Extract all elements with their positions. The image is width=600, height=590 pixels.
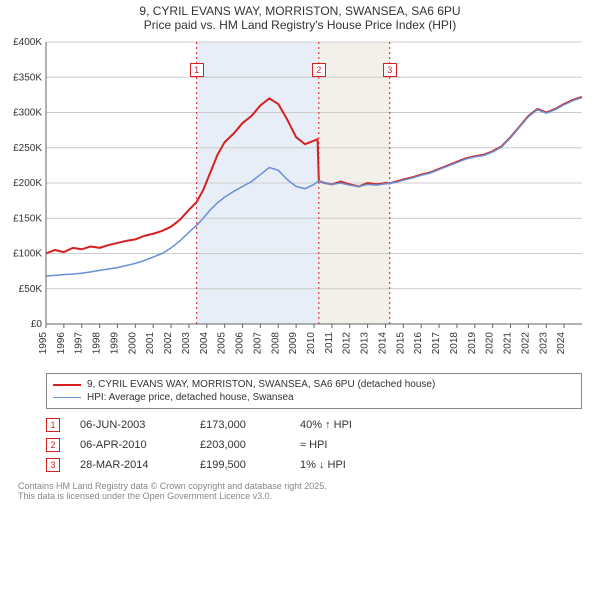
event-hpi: 40% ↑ HPI xyxy=(300,419,390,431)
svg-text:2017: 2017 xyxy=(431,332,442,355)
svg-text:2010: 2010 xyxy=(306,332,317,355)
svg-text:2001: 2001 xyxy=(145,332,156,355)
event-hpi: 1% ↓ HPI xyxy=(300,459,390,471)
event-date: 06-APR-2010 xyxy=(80,439,180,451)
svg-text:2016: 2016 xyxy=(413,332,424,355)
svg-text:£400K: £400K xyxy=(13,37,42,48)
legend-row-1: HPI: Average price, detached house, Swan… xyxy=(53,391,575,404)
legend-swatch xyxy=(53,384,81,386)
event-price: £173,000 xyxy=(200,419,280,431)
svg-text:2011: 2011 xyxy=(324,332,335,354)
event-date: 06-JUN-2003 xyxy=(80,419,180,431)
svg-text:2006: 2006 xyxy=(235,332,246,355)
svg-text:1997: 1997 xyxy=(74,332,85,355)
event-price: £199,500 xyxy=(200,459,280,471)
svg-text:£250K: £250K xyxy=(13,143,42,154)
legend-swatch xyxy=(53,397,81,399)
svg-text:2024: 2024 xyxy=(556,332,567,355)
title-line-1: 9, CYRIL EVANS WAY, MORRISTON, SWANSEA, … xyxy=(0,4,600,18)
svg-text:£150K: £150K xyxy=(13,213,42,224)
title-line-2: Price paid vs. HM Land Registry's House … xyxy=(0,18,600,32)
event-row-1: 1 06-JUN-2003 £173,000 40% ↑ HPI xyxy=(46,415,582,435)
svg-text:2002: 2002 xyxy=(163,332,174,355)
svg-text:1999: 1999 xyxy=(109,332,120,355)
svg-text:£100K: £100K xyxy=(13,249,42,260)
legend-row-0: 9, CYRIL EVANS WAY, MORRISTON, SWANSEA, … xyxy=(53,378,575,391)
svg-text:2003: 2003 xyxy=(181,332,192,355)
svg-text:1995: 1995 xyxy=(38,332,49,355)
chart-marker-2: 2 xyxy=(312,63,326,77)
svg-text:1996: 1996 xyxy=(56,332,67,355)
svg-text:2009: 2009 xyxy=(288,332,299,355)
svg-text:2008: 2008 xyxy=(270,332,281,355)
event-price: £203,000 xyxy=(200,439,280,451)
svg-text:2000: 2000 xyxy=(127,332,138,355)
svg-text:2012: 2012 xyxy=(342,332,353,355)
svg-text:2018: 2018 xyxy=(449,332,460,355)
footer-line-2: This data is licensed under the Open Gov… xyxy=(18,491,582,501)
svg-text:2022: 2022 xyxy=(520,332,531,355)
legend-label: 9, CYRIL EVANS WAY, MORRISTON, SWANSEA, … xyxy=(87,379,435,390)
event-marker: 3 xyxy=(46,458,60,472)
title-block: 9, CYRIL EVANS WAY, MORRISTON, SWANSEA, … xyxy=(0,0,600,34)
event-row-2: 2 06-APR-2010 £203,000 ≈ HPI xyxy=(46,435,582,455)
footer-line-1: Contains HM Land Registry data © Crown c… xyxy=(18,481,582,491)
svg-text:2004: 2004 xyxy=(199,332,210,355)
svg-text:£0: £0 xyxy=(31,319,43,330)
svg-text:£300K: £300K xyxy=(13,108,42,119)
svg-text:2005: 2005 xyxy=(217,332,228,355)
svg-text:£350K: £350K xyxy=(13,72,42,83)
svg-text:2023: 2023 xyxy=(538,332,549,355)
event-date: 28-MAR-2014 xyxy=(80,459,180,471)
svg-text:2013: 2013 xyxy=(360,332,371,355)
svg-text:2021: 2021 xyxy=(503,332,514,355)
svg-text:2020: 2020 xyxy=(485,332,496,355)
chart-marker-3: 3 xyxy=(383,63,397,77)
svg-text:2019: 2019 xyxy=(467,332,478,355)
svg-text:1998: 1998 xyxy=(92,332,103,355)
legend: 9, CYRIL EVANS WAY, MORRISTON, SWANSEA, … xyxy=(46,373,582,409)
svg-text:2015: 2015 xyxy=(395,332,406,355)
svg-text:2014: 2014 xyxy=(377,332,388,355)
event-row-3: 3 28-MAR-2014 £199,500 1% ↓ HPI xyxy=(46,455,582,475)
chart-marker-1: 1 xyxy=(190,63,204,77)
svg-text:£200K: £200K xyxy=(13,178,42,189)
footer: Contains HM Land Registry data © Crown c… xyxy=(18,481,582,501)
legend-label: HPI: Average price, detached house, Swan… xyxy=(87,392,294,403)
event-hpi: ≈ HPI xyxy=(300,439,390,451)
svg-text:£50K: £50K xyxy=(19,284,43,295)
event-marker: 1 xyxy=(46,418,60,432)
events-table: 1 06-JUN-2003 £173,000 40% ↑ HPI 2 06-APR-201… xyxy=(46,415,582,475)
event-marker: 2 xyxy=(46,438,60,452)
svg-text:2007: 2007 xyxy=(252,332,263,355)
chart-container: £0 £50K £100K £150K £200K £250K £300K £350K £400… xyxy=(0,34,600,367)
price-chart: £0 £50K £100K £150K £200K £250K £300K £350K £400… xyxy=(0,34,600,364)
